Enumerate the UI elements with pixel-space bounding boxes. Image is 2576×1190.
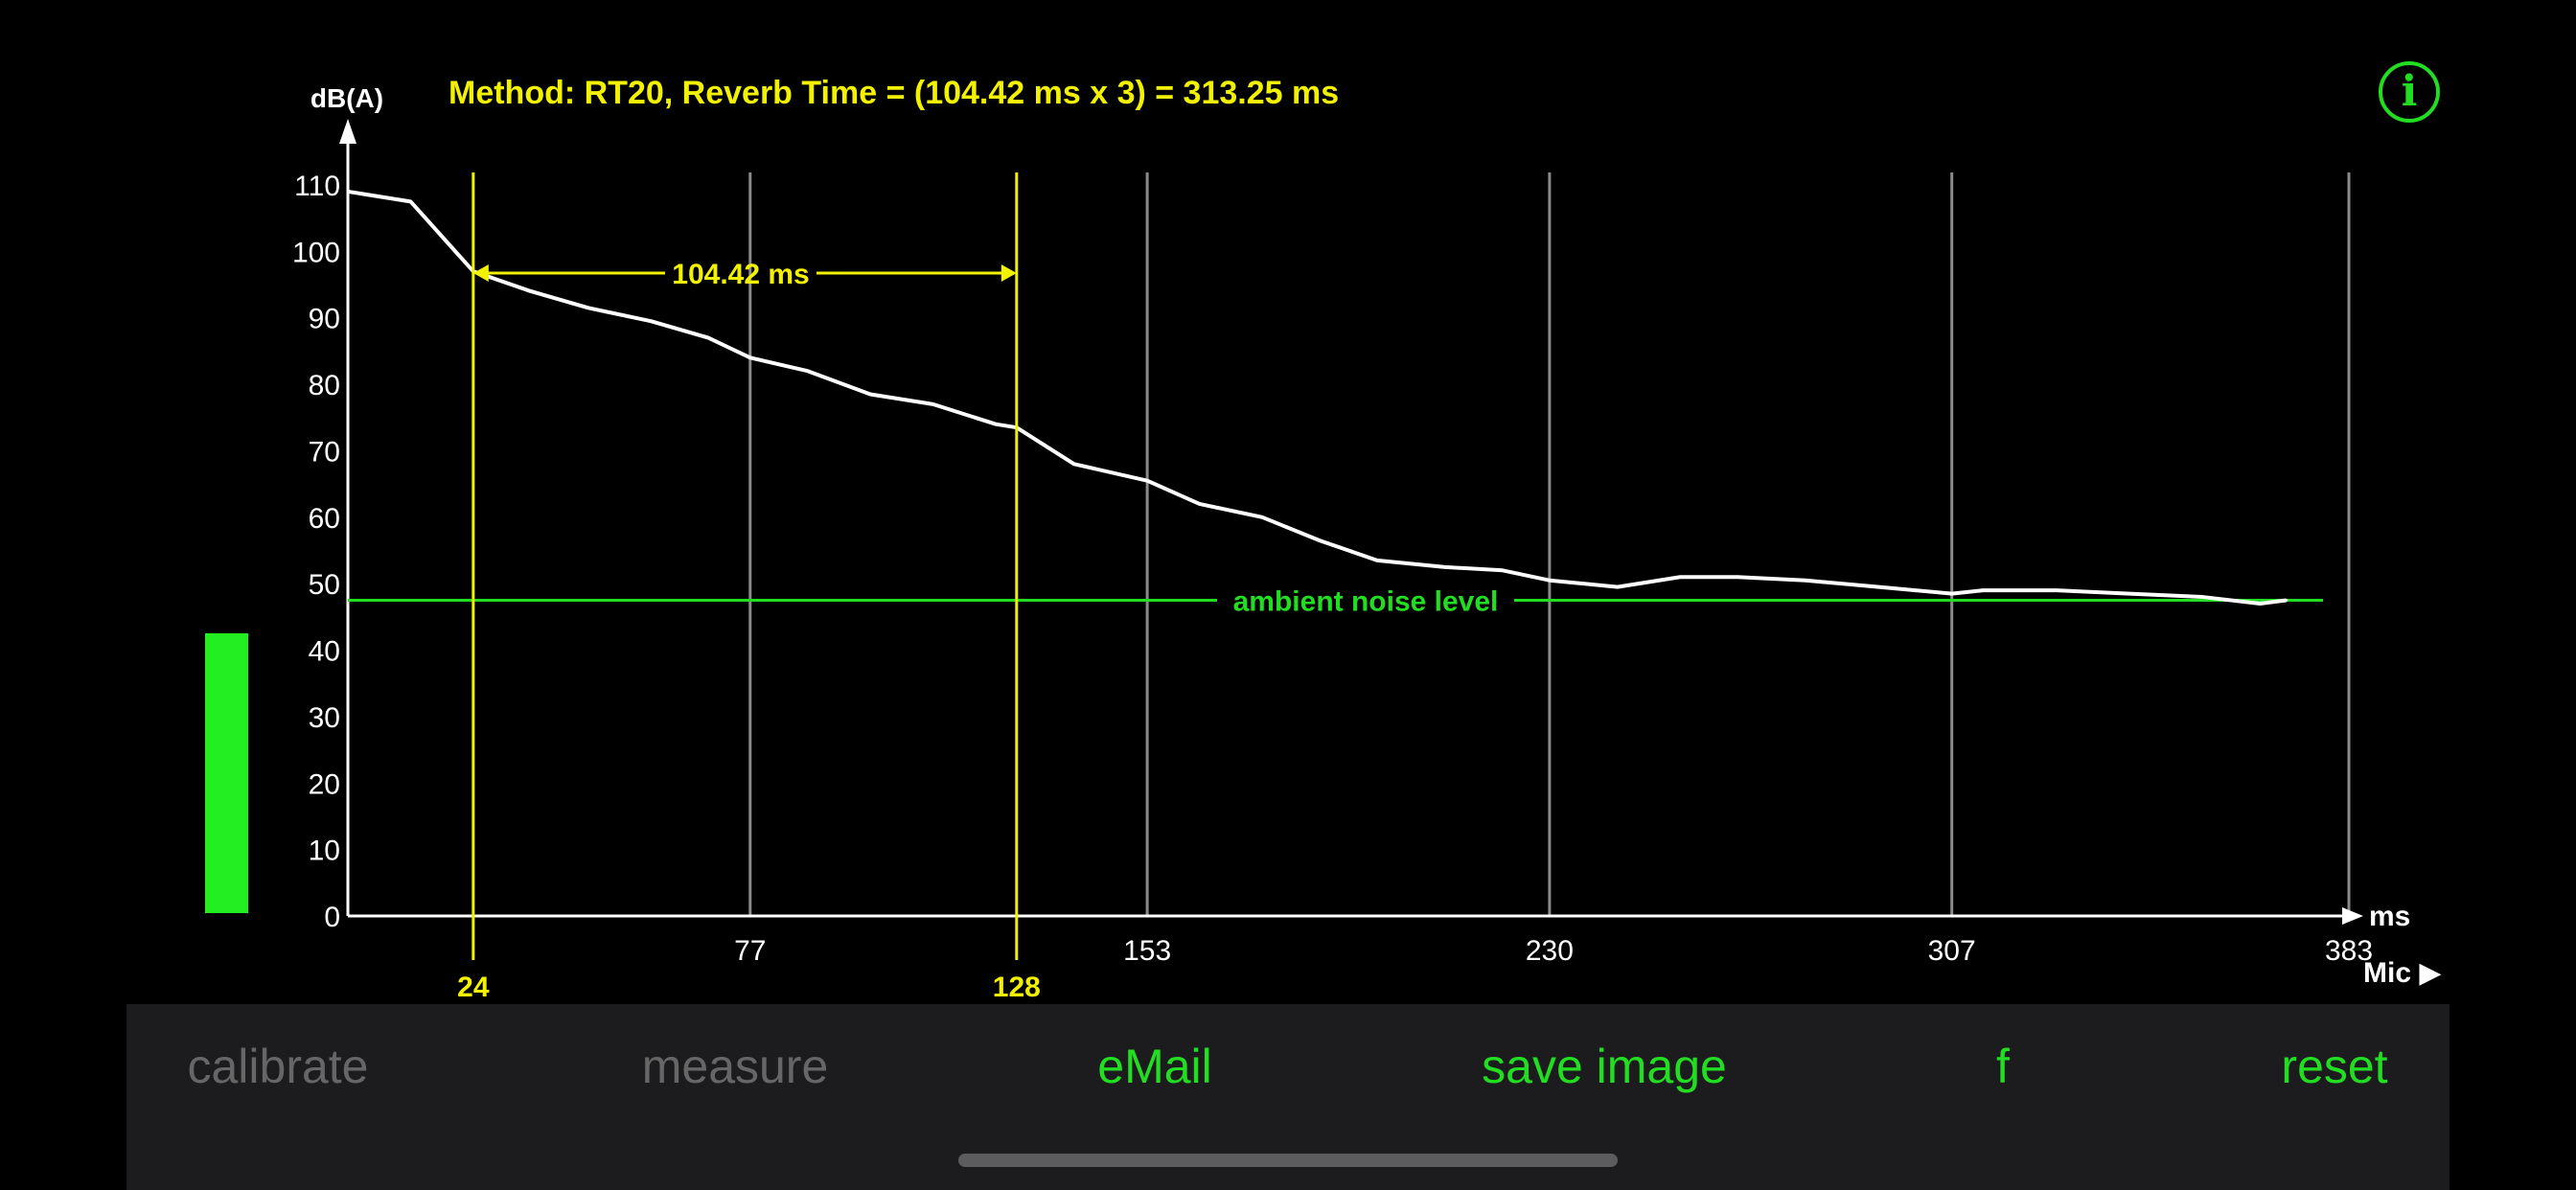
decay-curve-point [1616,585,1620,589]
y-axis-label: dB(A) [310,83,383,113]
decay-curve-point [1318,538,1322,542]
chart-title: Method: RT20, Reverb Time = (104.42 ms x… [448,75,1339,111]
y-tick-label: 70 [309,436,340,468]
decay-curve-point [1804,579,1807,583]
decay-curve-point [932,402,935,406]
rt-markers: 24 128 104.42 ms [457,172,1041,1003]
y-axis-arrow [339,119,356,144]
measure-button[interactable]: measure [641,1040,829,1093]
interval-arrow-right [1000,264,1017,282]
decay-curve-point [1548,579,1552,583]
x-tick-label: 307 [1928,935,1976,967]
decay-curve-point [1876,585,1880,589]
reset-button[interactable]: reset [2281,1040,2388,1093]
info-button[interactable]: i [2379,61,2440,123]
interval-arrow-left [472,264,489,282]
decay-curve-point [1260,515,1264,519]
x-axis-arrow [2342,907,2363,925]
decay-curve-point [2258,602,2262,606]
decay-curve-point [806,369,810,373]
decay-curve-point [1072,462,1076,466]
decay-curve-point [1950,592,1954,596]
decay-curve-point [868,392,872,396]
decay-curve [346,189,2288,606]
interval-label: 104.42 ms [672,259,809,290]
decay-curve-point [1443,565,1447,569]
x-tick-label: 77 [734,935,766,967]
y-tick-label: 30 [309,702,340,734]
decay-curve-point [649,319,653,323]
decay-curve-point [2200,595,2204,599]
decay-curve-point [1678,575,1682,579]
level-meter-fill [205,633,248,913]
home-indicator [958,1154,1618,1167]
decay-curve-point [1501,568,1505,572]
x-tick-label: 153 [1123,935,1171,967]
decay-curve-point [748,355,752,359]
y-tick-label: 50 [309,569,340,601]
frequency-button[interactable]: f [1996,1040,2010,1093]
decay-curve-point [706,336,710,340]
decay-curve-point [408,199,412,203]
decay-curve-point [529,289,533,293]
x-tick-label: 383 [2325,935,2373,967]
y-tick-label: 0 [324,902,340,933]
decay-curve-point [1736,575,1739,579]
reverb-chart: Method: RT20, Reverb Time = (104.42 ms x… [292,75,2410,1003]
level-meter [205,633,248,913]
y-tick-label: 60 [309,503,340,535]
save-image-button[interactable]: save image [1482,1040,1727,1093]
y-tick-label: 110 [294,171,340,202]
marker-label: 128 [993,972,1041,1003]
decay-curve-point [2128,592,2131,596]
x-tick-label: 230 [1526,935,1574,967]
info-icon: i [2401,67,2418,116]
y-tick-label: 90 [309,304,340,335]
decay-curve-point [2055,588,2058,592]
ambient-noise-line: ambient noise level [348,586,2323,618]
decay-curve-point [586,306,590,309]
decay-curve-point [1375,559,1379,562]
y-tick-label: 40 [309,636,340,668]
mic-selector[interactable]: Mic ▶ [2363,957,2442,989]
y-tick-label: 20 [309,768,340,800]
calibrate-button[interactable]: calibrate [187,1040,369,1093]
axes: dB(A) ms [310,83,2410,932]
decay-curve-point [1198,502,1202,506]
marker-label: 24 [457,972,490,1003]
email-button[interactable]: eMail [1097,1040,1212,1093]
x-axis-label: ms [2369,901,2410,932]
grid-lines [748,172,2351,916]
ambient-noise-label: ambient noise level [1233,586,1499,618]
decay-curve-point [1145,479,1149,483]
decay-curve-point [994,423,998,426]
bottom-toolbar: calibrate measure eMail save image f res… [126,1004,2450,1190]
y-tick-label: 100 [292,237,340,268]
y-tick-label: 10 [309,835,340,867]
y-tick-label: 80 [309,370,340,401]
decay-curve-point [346,190,350,194]
decay-curve-point [1981,588,1985,592]
decay-curve-point [2285,599,2288,603]
decay-curve-line [347,189,2287,606]
tick-labels: 77 153 230 307 383 0 10 20 30 40 50 60 70 80 90 100 110 [292,171,2373,967]
